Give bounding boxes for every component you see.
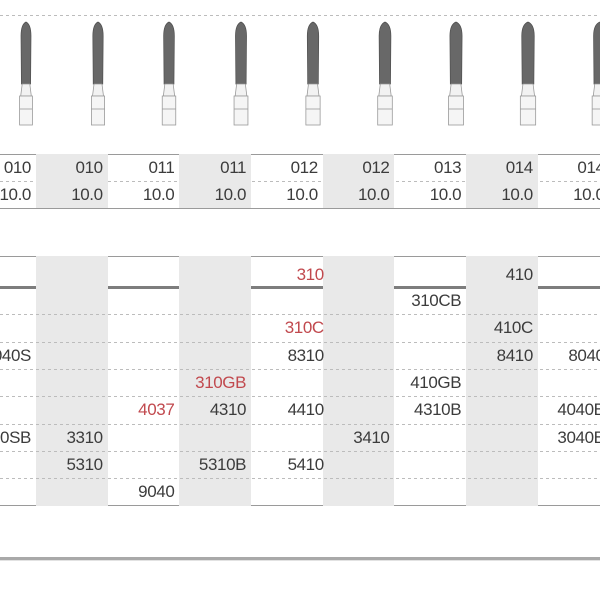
iso-size-cell: 010 — [75, 157, 104, 177]
column-stripe — [322, 255, 395, 506]
size-table-bottom-border — [0, 208, 600, 209]
code-cell: 8040S — [0, 345, 31, 365]
code-row-separator — [0, 423, 600, 425]
code-cell: 310GB — [195, 372, 247, 392]
bur-icon — [305, 21, 321, 126]
bur-illustration — [158, 20, 180, 127]
length-cell: 10.0 — [142, 185, 175, 204]
section-footer-bar — [0, 557, 600, 561]
code-cell: 3310 — [66, 427, 103, 447]
code-cell: 310C — [284, 318, 324, 338]
code-cell: 5410 — [287, 454, 325, 474]
column-stripe — [36, 153, 108, 208]
code-cell: 8040 — [568, 345, 600, 365]
bur-illustration — [517, 20, 539, 127]
size-table-mid-divider — [0, 181, 600, 182]
code-cell: 3040B — [557, 427, 600, 447]
bur-illustration — [230, 20, 252, 127]
code-cell: 8410 — [496, 345, 534, 365]
iso-size-cell: 010 — [3, 157, 32, 177]
code-row-separator — [0, 341, 600, 343]
code-cell: 5310 — [66, 454, 103, 474]
code-cell: 4037 — [138, 400, 175, 420]
bur-illustration — [445, 20, 467, 127]
code-cell: 5310B — [198, 454, 247, 474]
bur-illustration — [15, 20, 37, 127]
iso-size-cell: 012 — [362, 157, 390, 177]
bur-icon — [376, 21, 393, 126]
length-cell: 10.0 — [573, 185, 600, 204]
length-cell: 10.0 — [0, 185, 31, 204]
column-stripe — [466, 153, 538, 208]
column-stripe — [322, 153, 395, 208]
iso-size-cell: 011 — [148, 157, 175, 177]
length-cell: 10.0 — [286, 185, 318, 204]
column-stripe — [179, 153, 252, 208]
code-row-separator — [0, 450, 600, 452]
length-cell: 10.0 — [357, 185, 390, 204]
bur-illustration — [87, 20, 109, 127]
iso-size-cell: 011 — [220, 157, 247, 177]
code-cell: 310CB — [411, 291, 462, 310]
iso-size-cell: 014 — [505, 157, 534, 177]
codes-table-top-border — [0, 255, 600, 257]
column-stripe — [36, 255, 108, 506]
code-cell: 4410 — [287, 400, 325, 420]
bur-icon — [448, 21, 465, 126]
bur-illustration — [374, 20, 396, 127]
bur-illustration — [302, 20, 324, 127]
column-stripe — [466, 255, 538, 506]
code-cell: 4310B — [414, 400, 462, 420]
length-cell: 10.0 — [71, 185, 103, 204]
code-cell: 310 — [296, 264, 325, 284]
code-cell: 410 — [505, 264, 534, 284]
code-row-separator — [0, 396, 600, 398]
bur-icon — [233, 21, 249, 126]
codes-table-bottom-border — [0, 505, 600, 506]
bur-icon — [90, 21, 105, 126]
code-cell: 8310 — [287, 345, 325, 365]
bur-icon — [162, 21, 177, 126]
iso-size-cell: 012 — [290, 157, 319, 177]
bur-icon — [519, 21, 536, 126]
code-cell: 3410 — [353, 427, 390, 447]
size-table-top-border — [0, 153, 600, 155]
code-cell: 4310 — [209, 400, 247, 420]
codes-table-header-rule — [0, 285, 600, 289]
bur-icon — [19, 21, 33, 126]
code-row-separator — [0, 368, 600, 370]
iso-size-cell: 013 — [434, 157, 462, 177]
code-cell: 4040B — [557, 400, 600, 420]
bur-icon — [591, 21, 600, 126]
code-cell: 410C — [493, 318, 533, 338]
column-stripe — [179, 255, 252, 506]
length-cell: 10.0 — [501, 185, 533, 204]
bur-illustration — [589, 20, 600, 127]
code-cell: 9040 — [138, 482, 175, 502]
iso-size-cell: 014 — [577, 157, 600, 177]
top-dashed-divider — [0, 15, 600, 16]
length-cell: 10.0 — [429, 185, 462, 204]
code-cell: 410GB — [410, 372, 462, 392]
length-cell: 10.0 — [214, 185, 247, 204]
code-row-separator — [0, 478, 600, 480]
code-row-separator — [0, 314, 600, 316]
code-cell: 3040SB — [0, 427, 31, 447]
